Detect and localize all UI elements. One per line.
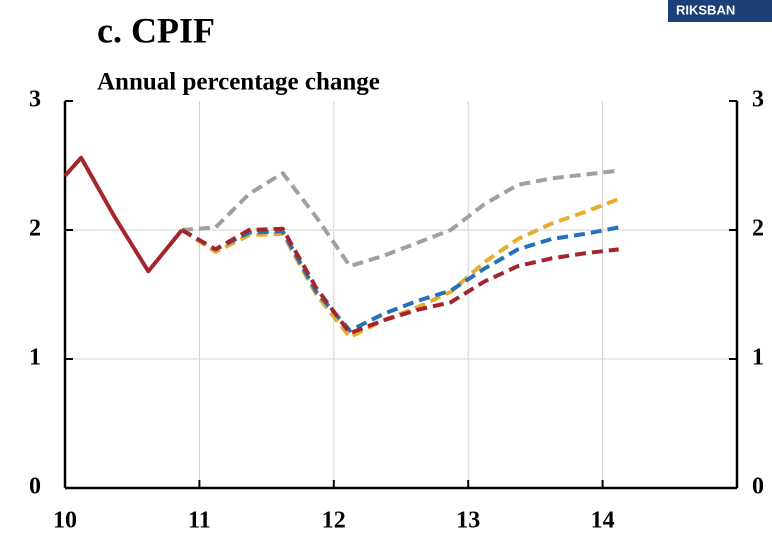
y2-tick-label: 2	[752, 216, 764, 242]
x-tick-label: 11	[188, 508, 211, 534]
y-tick-label: 1	[29, 345, 41, 371]
y-tick-label: 2	[29, 216, 41, 242]
x-tick-label: 12	[322, 508, 346, 534]
y-tick-label: 3	[29, 87, 41, 113]
chart-subtitle: Annual percentage change	[97, 69, 380, 96]
x-tick-label: 13	[456, 508, 480, 534]
y2-tick-label: 1	[752, 345, 764, 371]
y-tick-label: 0	[29, 474, 41, 500]
series-line	[181, 168, 619, 269]
series-line	[180, 225, 620, 333]
series-line	[180, 197, 620, 340]
x-tick-label: 14	[591, 508, 615, 534]
series-line	[180, 226, 619, 336]
logo-box	[668, 0, 772, 22]
logo: RIKSBAN	[676, 2, 735, 17]
series-line	[63, 155, 184, 274]
x-tick-label: 10	[53, 508, 77, 534]
chart-title: c. CPIF	[97, 10, 215, 50]
y2-tick-label: 3	[752, 87, 764, 113]
y2-tick-label: 0	[752, 474, 764, 500]
